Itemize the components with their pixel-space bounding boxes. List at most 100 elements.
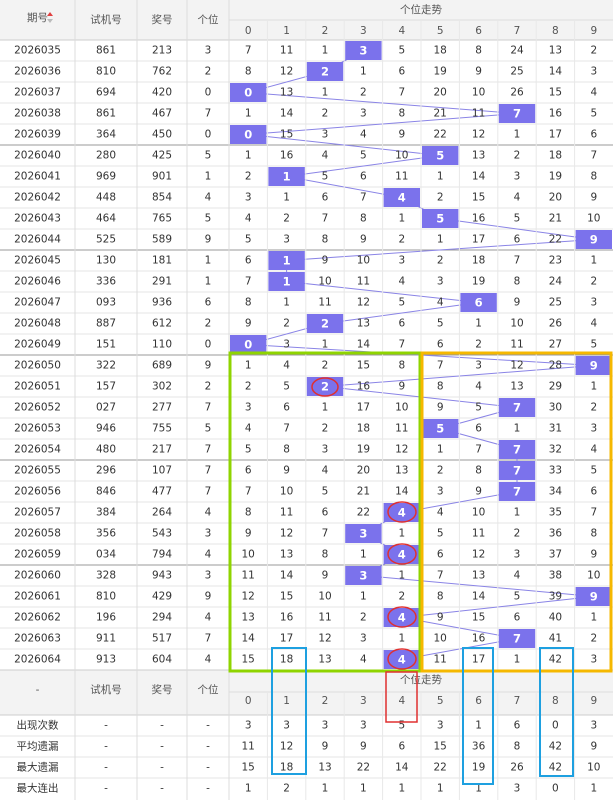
miss-count: 7 <box>398 339 405 351</box>
miss-count: 38 <box>549 570 562 582</box>
row-cell: 181 <box>152 255 172 267</box>
miss-count: 5 <box>590 465 597 477</box>
miss-count: 6 <box>437 339 444 351</box>
hit-cell <box>230 335 267 354</box>
miss-count: 22 <box>549 234 562 246</box>
miss-count: 14 <box>549 66 563 78</box>
row-cell: 464 <box>96 213 116 225</box>
miss-count: 18 <box>357 423 370 435</box>
row-cell: 448 <box>96 192 116 204</box>
hit-cell <box>345 524 382 543</box>
miss-count: 5 <box>283 381 290 393</box>
sort-icon <box>47 19 53 23</box>
hit-cell <box>230 83 267 102</box>
miss-count: 1 <box>514 423 521 435</box>
miss-count: 1 <box>398 528 405 540</box>
highlight-box <box>420 351 613 673</box>
miss-count: 25 <box>549 297 562 309</box>
stat-value: 3 <box>283 720 290 732</box>
hit-cell <box>498 104 536 123</box>
miss-count: 5 <box>398 297 405 309</box>
stat-value: 3 <box>514 783 521 795</box>
hit-number: 4 <box>398 548 406 562</box>
miss-count: 2 <box>245 381 252 393</box>
miss-count: 5 <box>245 234 252 246</box>
hit-cell <box>422 419 459 438</box>
miss-count: 9 <box>437 612 444 624</box>
miss-count: 16 <box>549 108 563 120</box>
miss-count: 18 <box>280 654 293 666</box>
miss-count: 32 <box>549 444 562 456</box>
circle-mark <box>311 377 339 397</box>
row-cell: 356 <box>96 528 116 540</box>
row-cell: 4 <box>205 192 212 204</box>
miss-count: 3 <box>398 255 405 267</box>
miss-count: 6 <box>398 318 405 330</box>
miss-count: 3 <box>245 402 252 414</box>
hit-cell <box>498 461 536 480</box>
miss-count: 11 <box>280 45 293 57</box>
miss-count: 6 <box>360 171 367 183</box>
row-cell: 1 <box>205 276 212 288</box>
miss-count: 2 <box>283 213 290 225</box>
row-cell: 280 <box>96 150 116 162</box>
miss-count: 16 <box>472 213 486 225</box>
stat-value: 2 <box>283 783 290 795</box>
row-cell: 425 <box>152 150 172 162</box>
red-box <box>385 671 418 723</box>
stat-cell: - <box>160 783 164 795</box>
miss-count: 9 <box>514 297 521 309</box>
miss-count: 9 <box>475 486 482 498</box>
circle-mark <box>387 606 417 628</box>
row-cell: 810 <box>96 591 116 603</box>
stat-value: 3 <box>437 720 444 732</box>
header-digit: 1 <box>283 695 290 707</box>
hit-number: 5 <box>436 149 444 163</box>
miss-count: 3 <box>360 108 367 120</box>
miss-count: 2 <box>514 150 521 162</box>
miss-count: 40 <box>549 612 562 624</box>
miss-count: 36 <box>549 528 563 540</box>
miss-count: 4 <box>475 381 482 393</box>
header-digit: 0 <box>245 25 252 37</box>
miss-count: 4 <box>514 570 521 582</box>
hit-cell <box>268 251 305 270</box>
row-cell: 364 <box>96 129 116 141</box>
miss-count: 6 <box>437 549 444 561</box>
miss-count: 7 <box>590 507 597 519</box>
row-cell: 901 <box>152 171 172 183</box>
miss-count: 19 <box>434 66 447 78</box>
header-digit: 2 <box>322 25 329 37</box>
miss-count: 4 <box>245 213 252 225</box>
stat-value: 5 <box>398 720 405 732</box>
row-cell: 213 <box>152 45 172 57</box>
header-cell: 个位走势 <box>400 3 442 16</box>
miss-count: 10 <box>510 318 523 330</box>
row-cell: 2026039 <box>14 129 61 141</box>
hit-cell <box>306 62 344 81</box>
row-cell: 296 <box>96 465 116 477</box>
miss-count: 3 <box>475 360 482 372</box>
row-cell: 2026061 <box>14 591 61 603</box>
miss-count: 1 <box>437 444 444 456</box>
hit-cell <box>575 587 612 606</box>
miss-count: 15 <box>280 591 293 603</box>
stat-cell: - <box>104 741 108 753</box>
hit-cell <box>230 125 267 144</box>
stat-value: 1 <box>398 783 405 795</box>
miss-count: 30 <box>549 402 562 414</box>
miss-count: 15 <box>549 87 562 99</box>
row-cell: 2 <box>205 66 212 78</box>
miss-count: 1 <box>514 654 521 666</box>
row-cell: 2026044 <box>14 234 61 246</box>
row-cell: 328 <box>96 570 116 582</box>
miss-count: 1 <box>283 192 290 204</box>
miss-count: 4 <box>437 507 444 519</box>
hit-cell <box>575 356 612 375</box>
hit-cell <box>422 146 459 165</box>
hit-number: 1 <box>283 275 291 289</box>
hit-number: 7 <box>513 401 521 415</box>
miss-count: 4 <box>590 318 597 330</box>
stat-value: 15 <box>242 762 255 774</box>
miss-count: 7 <box>514 255 521 267</box>
